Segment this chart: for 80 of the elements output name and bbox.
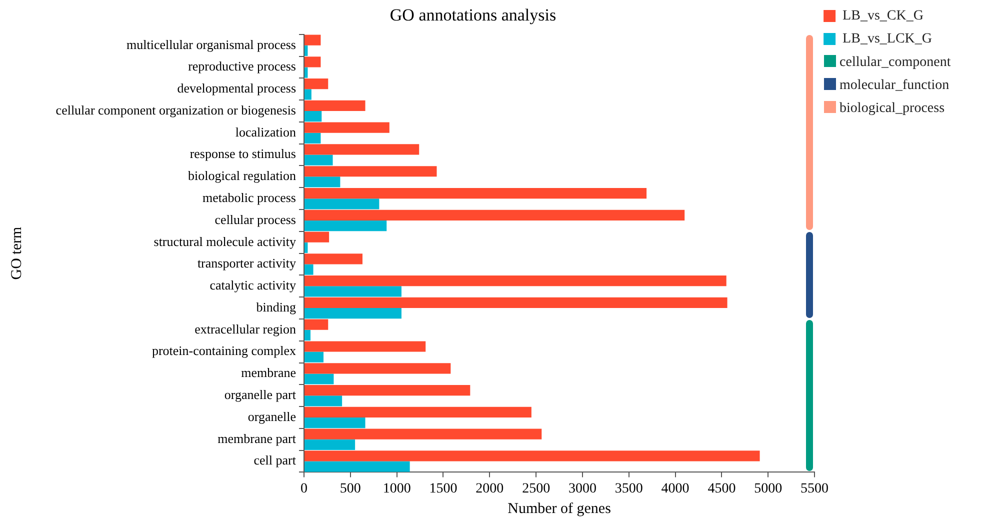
bar bbox=[304, 154, 333, 166]
bar bbox=[304, 89, 312, 100]
x-tick-label: 0 bbox=[300, 481, 308, 496]
x-tick-label: 500 bbox=[340, 481, 361, 496]
bar bbox=[304, 417, 366, 428]
y-tick-label: catalytic activity bbox=[210, 278, 296, 293]
y-tick-label: extracellular region bbox=[194, 321, 296, 336]
y-tick-label: organelle part bbox=[224, 387, 296, 402]
bar bbox=[304, 461, 410, 472]
y-tick-label: binding bbox=[256, 299, 296, 314]
bar bbox=[304, 330, 310, 341]
x-tick-label: 4000 bbox=[661, 481, 690, 496]
bar bbox=[304, 144, 420, 155]
y-axis-title: GO term bbox=[8, 226, 25, 280]
legend-label: LB_vs_LCK_G bbox=[842, 32, 932, 47]
bar bbox=[304, 232, 330, 242]
bar bbox=[304, 439, 356, 450]
bar bbox=[304, 254, 362, 264]
bar bbox=[304, 67, 308, 78]
y-tick-label: cellular process bbox=[214, 212, 296, 227]
bar bbox=[304, 264, 314, 275]
chart-title: GO annotations analysis bbox=[390, 6, 556, 25]
bar bbox=[304, 198, 380, 210]
bar bbox=[304, 34, 321, 46]
bar bbox=[304, 45, 308, 56]
bar bbox=[304, 100, 366, 112]
y-tick-label: structural molecule activity bbox=[154, 234, 296, 249]
y-tick-label: multicellular organismal process bbox=[126, 36, 296, 52]
y-tick-label: metabolic process bbox=[202, 190, 296, 205]
bar bbox=[304, 406, 532, 418]
bar bbox=[304, 363, 451, 374]
bar bbox=[304, 374, 334, 384]
y-tick-label: membrane part bbox=[218, 430, 296, 446]
bar bbox=[304, 450, 760, 462]
bar bbox=[304, 308, 402, 319]
y-tick-label: developmental process bbox=[177, 80, 296, 96]
x-tick-label: 1000 bbox=[382, 481, 411, 496]
bar bbox=[304, 122, 390, 133]
bar bbox=[304, 78, 328, 90]
bar bbox=[304, 319, 328, 330]
bar bbox=[304, 188, 647, 199]
y-tick-label: protein-containing complex bbox=[152, 343, 296, 358]
bar bbox=[304, 242, 308, 253]
bar bbox=[304, 111, 322, 122]
bar bbox=[304, 220, 387, 232]
x-tick-label: 5000 bbox=[754, 481, 782, 496]
bar bbox=[304, 286, 402, 297]
bar bbox=[304, 297, 728, 308]
x-tick-label: 5500 bbox=[800, 481, 829, 496]
x-tick-label: 2000 bbox=[476, 481, 504, 496]
x-axis-title: Number of genes bbox=[508, 500, 612, 517]
bar bbox=[304, 210, 685, 220]
y-tick-label: reproductive process bbox=[188, 58, 296, 74]
y-tick-label: membrane bbox=[241, 365, 296, 380]
text: molecular_function bbox=[840, 78, 950, 93]
y-tick-label: cellular component organization or biogenesis bbox=[56, 102, 296, 118]
x-tick-label: 3000 bbox=[568, 481, 596, 496]
y-tick-label: cell part bbox=[254, 452, 296, 468]
y-tick-label: response to stimulus bbox=[190, 146, 296, 162]
bar bbox=[304, 276, 726, 286]
bar bbox=[304, 428, 542, 440]
bar bbox=[304, 384, 470, 396]
bar bbox=[304, 352, 324, 362]
y-tick-label: transporter activity bbox=[197, 256, 296, 271]
text: cellular_component bbox=[840, 55, 951, 70]
bar bbox=[304, 166, 437, 177]
x-tick-label: 3500 bbox=[614, 481, 643, 496]
bar bbox=[304, 341, 426, 352]
x-tick-label: 2500 bbox=[522, 481, 550, 496]
y-tick-label: organelle bbox=[248, 408, 296, 424]
bar bbox=[304, 396, 342, 406]
bar bbox=[304, 56, 321, 68]
legend-label: LB_vs_CK_G bbox=[842, 8, 924, 24]
text: biological_process bbox=[840, 101, 945, 116]
x-tick-label: 1500 bbox=[429, 481, 458, 496]
y-tick-label: biological regulation bbox=[188, 168, 296, 184]
bar bbox=[304, 176, 340, 188]
x-tick-label: 4500 bbox=[708, 481, 736, 496]
y-tick-label: localization bbox=[235, 124, 296, 140]
bar bbox=[304, 132, 321, 144]
